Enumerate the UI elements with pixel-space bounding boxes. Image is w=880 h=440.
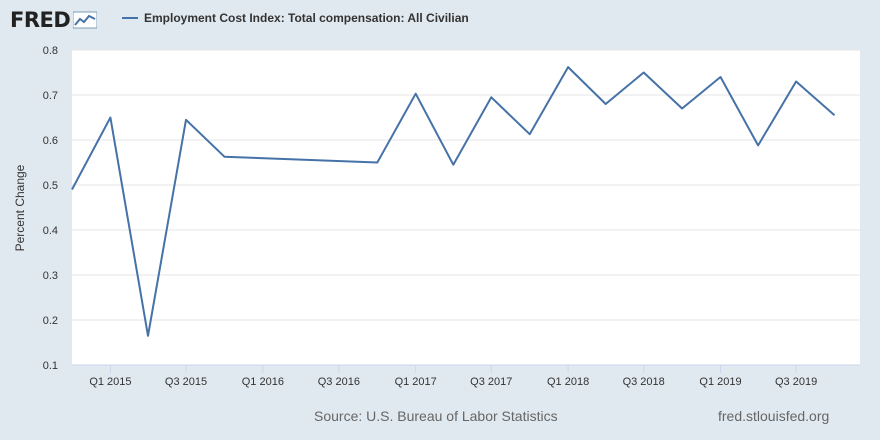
y-tick-label: 0.4 [43, 225, 58, 237]
data-point [719, 75, 723, 79]
y-axis-title: Percent Change [13, 164, 27, 252]
fred-logo[interactable]: FRED [10, 6, 98, 34]
x-tick-label: Q3 2017 [470, 376, 512, 388]
line-chart: 0.1 0.2 0.3 0.4 0.5 0.6 0.7 0.8 Q1 2015 Q3 2015 Q1… [43, 45, 860, 388]
y-tick-label: 0.8 [43, 45, 58, 57]
plot-background [72, 50, 860, 365]
fred-logo-text: FRED [10, 7, 71, 32]
data-point [222, 155, 226, 159]
y-tick-label: 0.3 [43, 270, 58, 282]
data-point [489, 95, 493, 99]
data-point [70, 188, 74, 192]
x-tick-label: Q3 2018 [623, 376, 665, 388]
y-tick-label: 0.6 [43, 135, 58, 147]
data-point [375, 161, 379, 165]
data-point [108, 116, 112, 120]
x-tick-label: Q3 2019 [775, 376, 817, 388]
chart-header: FRED Employment Cost Index: Total compen… [0, 0, 880, 40]
x-tick-label: Q3 2015 [165, 376, 207, 388]
y-tick-label: 0.7 [43, 90, 58, 102]
data-point [604, 102, 608, 106]
x-tick-label: Q1 2019 [699, 376, 741, 388]
data-point [184, 118, 188, 122]
series-line [71, 66, 836, 337]
x-tick-label: Q1 2018 [547, 376, 589, 388]
data-point [566, 65, 570, 69]
data-point [794, 80, 798, 84]
y-tick-label: 0.5 [43, 180, 58, 192]
data-point [528, 132, 532, 136]
data-point [451, 163, 455, 167]
data-point [146, 334, 150, 338]
site-link[interactable]: fred.stlouisfed.org [718, 408, 830, 424]
x-tick-label: Q3 2016 [318, 376, 360, 388]
y-tick-label: 0.2 [43, 315, 58, 327]
source-note: Source: U.S. Bureau of Labor Statistics [314, 408, 558, 424]
y-tick-label: 0.1 [43, 360, 58, 372]
data-point [642, 71, 646, 75]
chart-footer: Source: U.S. Bureau of Labor Statistics … [0, 400, 880, 430]
legend-series-name: Employment Cost Index: Total compensatio… [144, 11, 469, 25]
legend-swatch [122, 17, 138, 19]
data-point [680, 107, 684, 111]
chart-legend: Employment Cost Index: Total compensatio… [122, 11, 469, 25]
data-point [756, 143, 760, 147]
chart-area: 0.1 0.2 0.3 0.4 0.5 0.6 0.7 0.8 Q1 2015 Q3 2015 Q1… [0, 40, 880, 395]
x-tick-label: Q1 2015 [89, 376, 131, 388]
fred-logo-chart-icon [73, 11, 98, 29]
data-point [833, 113, 837, 117]
data-point [414, 92, 418, 96]
x-tick-label: Q1 2016 [242, 376, 284, 388]
x-tick-label: Q1 2017 [395, 376, 437, 388]
